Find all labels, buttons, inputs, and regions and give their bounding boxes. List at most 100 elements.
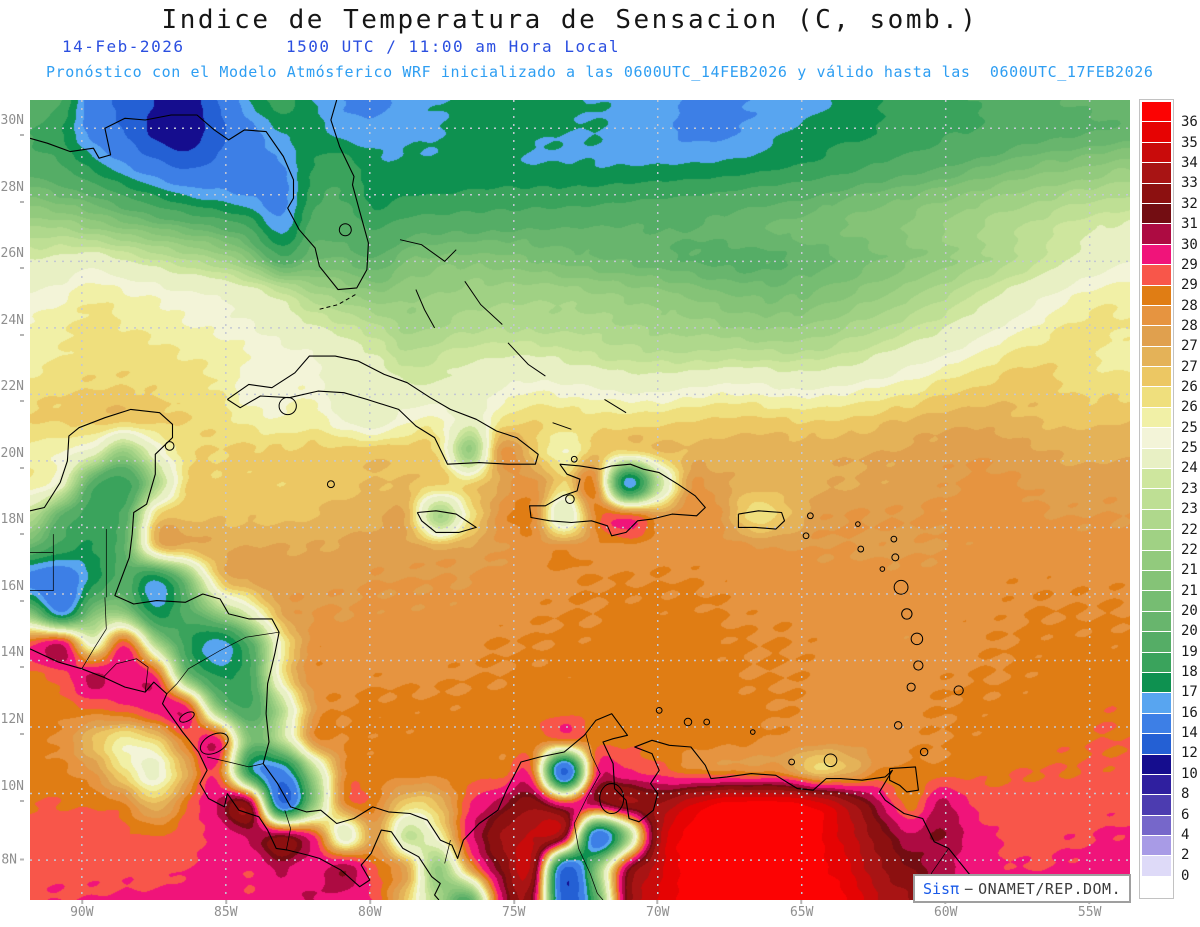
colorbar-cell: [1142, 326, 1171, 346]
island-outline: [890, 535, 898, 543]
coastline-bahamas: [507, 342, 546, 377]
colorbar-cell: [1142, 122, 1171, 142]
colorbar-tick-label: 18: [1181, 664, 1198, 681]
colorbar-tick-label: 34: [1181, 155, 1198, 172]
colorbar-tick-label: 16: [1181, 704, 1198, 721]
coastlines-overlay: [30, 100, 1130, 900]
colorbar-cell: [1142, 815, 1171, 836]
lat-axis-label: 28N: [0, 180, 24, 210]
colorbar-tick-label: 24: [1181, 460, 1198, 477]
lake-nicaragua: [199, 732, 229, 755]
sispi-logo: Sisπ: [923, 879, 960, 898]
colorbar-cell: [1142, 836, 1171, 856]
colorbar-tick-label: 33: [1181, 175, 1198, 192]
colorbar-cell: [1142, 367, 1171, 387]
colorbar-cell: [1142, 265, 1171, 285]
country-border: [81, 597, 107, 669]
colorbar-cell: [1142, 795, 1171, 815]
lon-axis-label: 80W: [358, 905, 382, 920]
island-outline: [901, 608, 913, 620]
lon-axis-label: 85W: [214, 905, 238, 920]
coastline: [226, 355, 539, 465]
colorbar-tick-label: 31.5: [1181, 216, 1200, 233]
attribution-org: ONAMET/REP.DOM.: [978, 879, 1122, 898]
island-outline: [823, 753, 838, 768]
colorbar-cell: [1142, 102, 1171, 122]
model-info-line: Pronóstico con el Modelo Atmósferico WRF…: [46, 63, 1154, 81]
island-outline: [565, 494, 575, 504]
coastline: [30, 408, 1001, 900]
lat-axis-label: 24N: [0, 313, 24, 343]
colorbar-cell: [1142, 142, 1171, 163]
island-outline: [910, 632, 924, 646]
lon-axis-label: 70W: [645, 905, 670, 920]
island-outline: [749, 729, 756, 735]
colorbar-cell: [1142, 530, 1171, 550]
island-outline: [806, 512, 814, 520]
colorbar-tick-label: 21: [1181, 582, 1198, 599]
colorbar-cell: [1142, 448, 1171, 469]
island-outline: [788, 758, 796, 766]
colorbar-tick-label: 2: [1181, 847, 1190, 864]
colorbar-cell: [1142, 163, 1171, 183]
island-outline: [855, 521, 861, 527]
island-outline: [857, 545, 865, 553]
lat-axis-label: 22N: [0, 379, 24, 409]
colorbar-cell: [1142, 754, 1171, 774]
colorbar-tick-label: 26.5: [1181, 379, 1200, 396]
colorbar-cell: [1142, 734, 1171, 754]
colorbar-tick-label: 0: [1181, 867, 1190, 884]
coastline-bahamas: [399, 239, 457, 262]
island-outline: [703, 718, 711, 726]
forecast-date-label: 14-Feb-2026: [62, 37, 185, 56]
colorbar-tick-label: 28: [1181, 317, 1198, 334]
colorbar-cell: [1142, 876, 1171, 897]
colorbar-tick-label: 10: [1181, 765, 1198, 782]
colorbar-tick-label: 6: [1181, 806, 1190, 823]
colorbar-cell: [1142, 224, 1171, 244]
coastline: [737, 510, 786, 530]
colorbar-tick-label: 35: [1181, 134, 1198, 151]
colorbar-tick-label: 25: [1181, 440, 1198, 457]
colorbar-cell: [1142, 672, 1171, 693]
colorbar-cell: [1142, 591, 1171, 611]
country-border: [30, 534, 54, 591]
colorbar-tick-label: 29.7: [1181, 256, 1200, 273]
colorbar-tick-label: 23: [1181, 501, 1198, 518]
island-outline: [891, 553, 900, 562]
lat-axis-label: 18N: [0, 512, 24, 542]
coastline-bahamas: [464, 281, 503, 325]
lake-maracaibo: [599, 783, 625, 815]
colorbar-tick-label: 12: [1181, 745, 1198, 762]
lat-axis-label: 10N: [0, 779, 24, 809]
colorbar-tick-label: 21.5: [1181, 562, 1200, 579]
coastline-keys: [317, 294, 356, 311]
island-outline: [919, 747, 929, 757]
island-outline: [164, 441, 175, 451]
colorbar-tick-label: 36: [1181, 114, 1198, 131]
colorbar-tick-label: 17: [1181, 684, 1198, 701]
island-outline: [655, 707, 663, 714]
colorbar-tick-label: 23.5: [1181, 480, 1200, 497]
coastline: [30, 648, 441, 900]
colorbar-tick-label: 20.5: [1181, 602, 1200, 619]
colorbar-cell: [1142, 244, 1171, 265]
island-outline: [893, 579, 909, 595]
lon-axis-label: 75W: [502, 905, 526, 920]
lat-axis-label: 14N: [0, 645, 24, 675]
colorbar-cell: [1142, 469, 1171, 489]
lat-axis-label: 30N: [0, 113, 24, 143]
lat-axis-label: 20N: [0, 446, 24, 476]
coastline-bahamas: [604, 398, 627, 414]
colorbar-cell: [1142, 774, 1171, 795]
colorbar-cell: [1142, 856, 1171, 876]
colorbar-cell: [1142, 407, 1171, 428]
colorbar-cell: [1142, 183, 1171, 203]
colorbar-cell: [1142, 285, 1171, 305]
island-outline: [913, 660, 924, 671]
colorbar-tick-label: 22: [1181, 541, 1198, 558]
island-outline: [893, 721, 903, 730]
colorbar-cell: [1142, 203, 1171, 224]
lon-axis-label: 60W: [933, 905, 958, 920]
